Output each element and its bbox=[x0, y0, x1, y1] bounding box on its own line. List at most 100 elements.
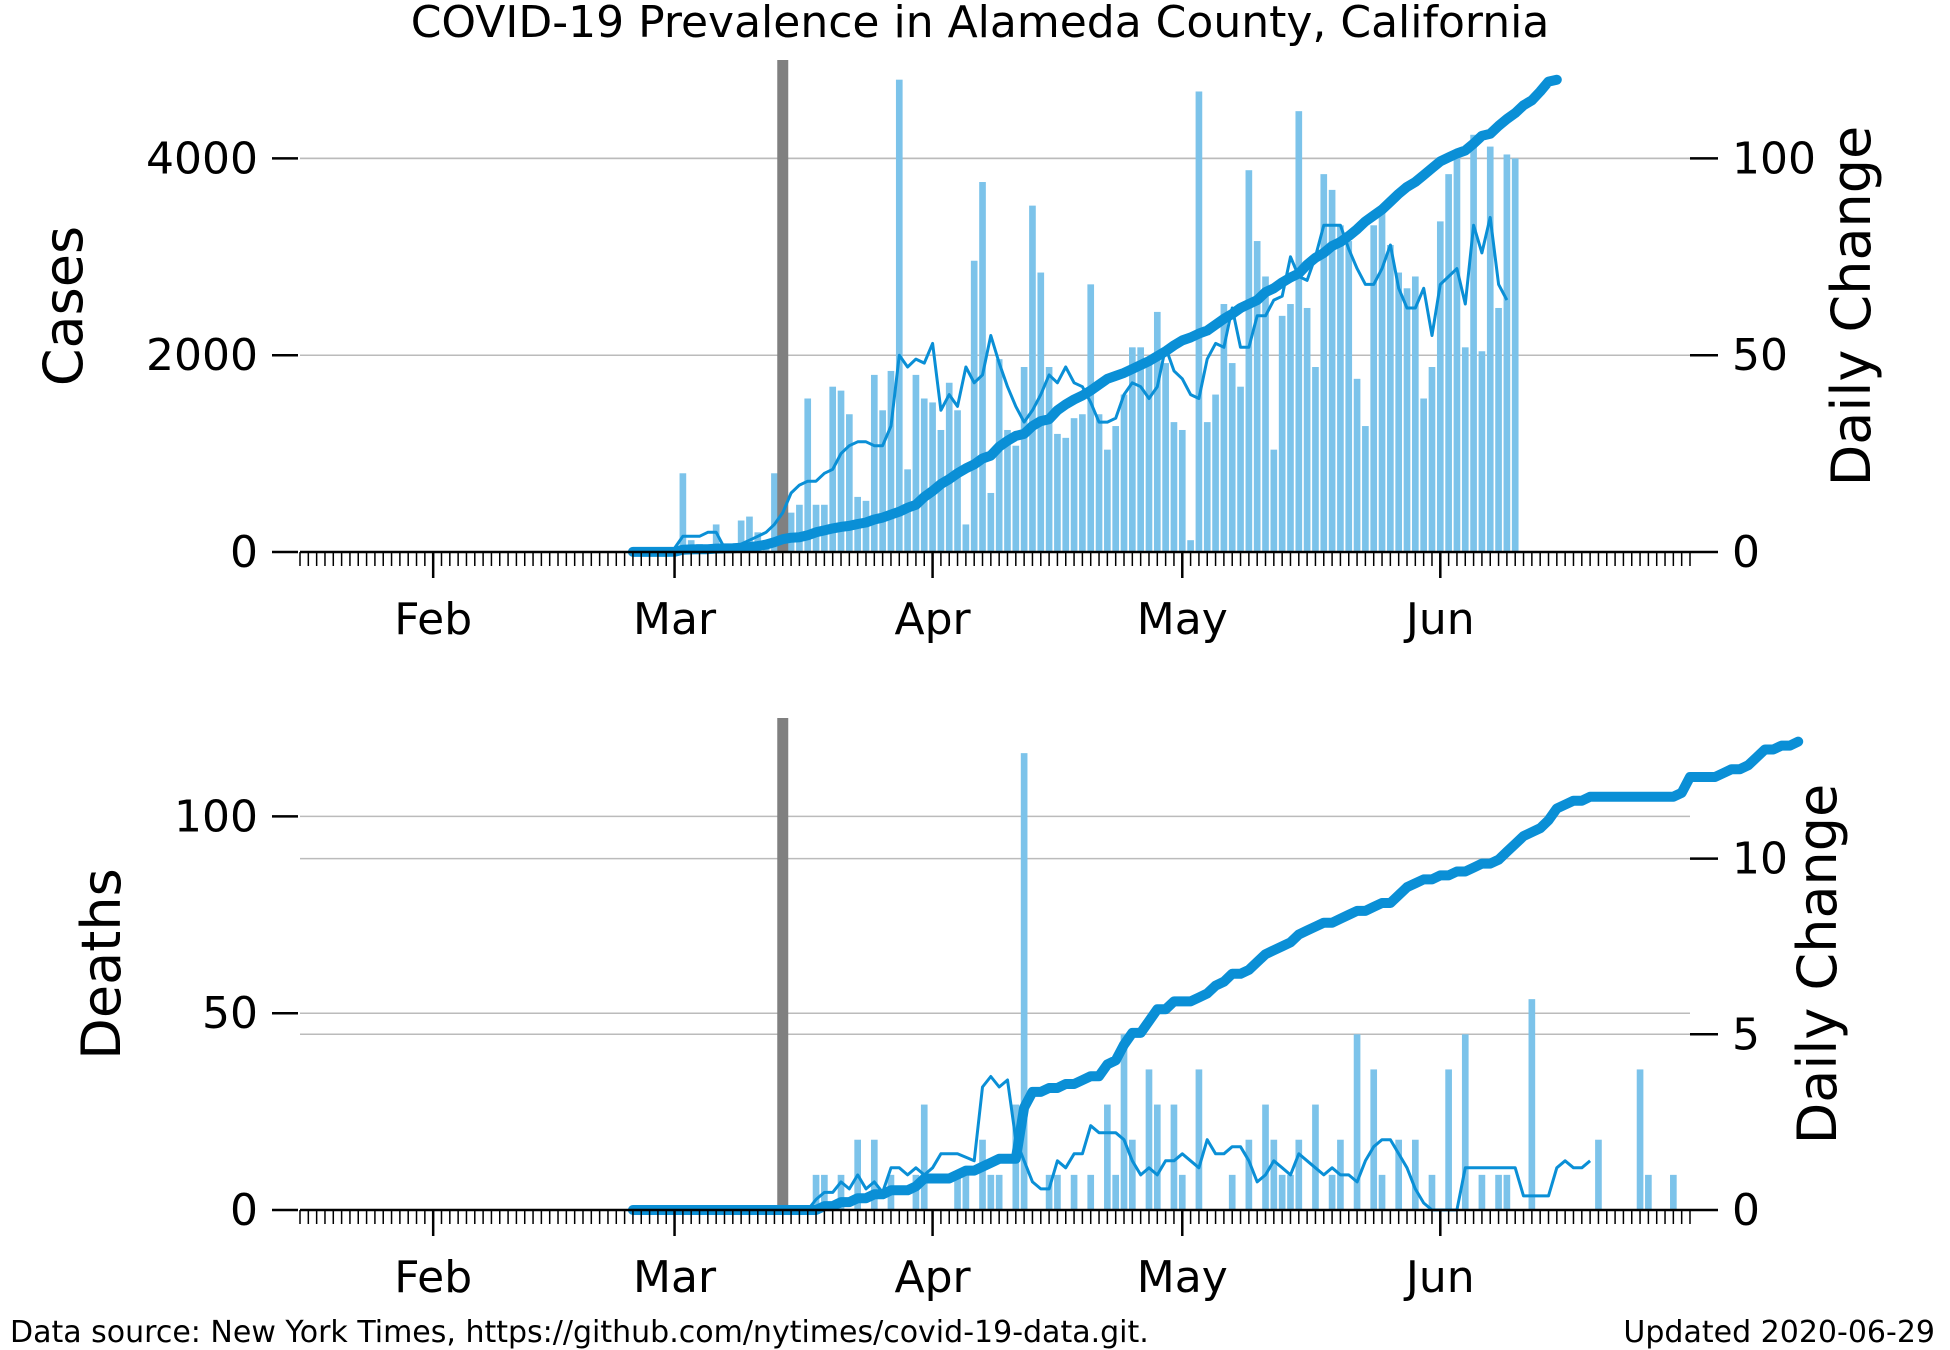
daily-change-bar bbox=[1445, 1069, 1452, 1210]
daily-change-bar bbox=[1511, 158, 1519, 552]
daily-change-bar bbox=[895, 79, 903, 553]
daily-change-bar bbox=[1312, 1104, 1319, 1210]
daily-change-bar bbox=[1395, 1139, 1403, 1210]
daily-change-bar bbox=[870, 1139, 878, 1210]
daily-change-bar bbox=[1062, 437, 1070, 552]
daily-change-bar bbox=[1262, 1104, 1269, 1210]
daily-change-bar bbox=[1495, 1174, 1502, 1210]
daily-change-bar bbox=[837, 390, 845, 552]
x-tick-label: Apr bbox=[895, 1252, 972, 1303]
daily-change-bar bbox=[1012, 445, 1020, 552]
daily-change-bar bbox=[887, 370, 895, 552]
x-tick-label: Feb bbox=[394, 1252, 472, 1303]
daily-change-bar bbox=[746, 516, 753, 552]
daily-change-bar bbox=[846, 414, 853, 552]
daily-change-bar bbox=[1478, 1174, 1486, 1210]
x-tick-label: Feb bbox=[394, 594, 472, 645]
daily-change-bar bbox=[920, 398, 928, 552]
daily-change-bar bbox=[837, 1174, 845, 1210]
daily-change-bar bbox=[1104, 1104, 1111, 1210]
daily-change-bar bbox=[1253, 241, 1261, 552]
daily-change-bar bbox=[1378, 209, 1386, 552]
daily-change-bar bbox=[1145, 1069, 1153, 1210]
daily-change-bar bbox=[1070, 418, 1078, 552]
daily-change-bar bbox=[1461, 1034, 1469, 1210]
daily-change-bar bbox=[1503, 154, 1511, 553]
daily-change-bar bbox=[1112, 1174, 1120, 1210]
daily-change-bar bbox=[1270, 1139, 1278, 1210]
daily-change-bar bbox=[771, 473, 778, 552]
daily-change-bar bbox=[1420, 398, 1427, 552]
x-tick-label: May bbox=[1137, 594, 1228, 645]
daily-change-bar bbox=[1312, 367, 1319, 552]
daily-change-bar bbox=[954, 1174, 961, 1210]
daily-change-bar bbox=[1087, 284, 1095, 552]
daily-change-bar bbox=[1461, 347, 1469, 552]
daily-change-bar bbox=[1495, 307, 1502, 552]
daily-change-bar bbox=[1087, 1174, 1095, 1210]
daily-change-bar bbox=[1395, 272, 1403, 552]
daily-change-bar bbox=[979, 1139, 986, 1210]
daily-change-bar bbox=[1104, 449, 1111, 552]
daily-change-bar bbox=[1079, 414, 1086, 552]
daily-change-bar bbox=[929, 402, 936, 552]
daily-change-bar bbox=[995, 359, 1003, 552]
daily-change-bar bbox=[1303, 307, 1311, 552]
daily-change-bar bbox=[954, 410, 961, 552]
daily-change-bar bbox=[995, 1174, 1003, 1210]
daily-change-bar bbox=[1228, 363, 1236, 552]
daily-change-bar bbox=[1020, 753, 1028, 1210]
cumulative-line bbox=[627, 736, 1804, 1215]
y-right-tick-label: 10 bbox=[1732, 834, 1788, 885]
daily-change-bar bbox=[1470, 134, 1477, 552]
daily-change-bar bbox=[1453, 150, 1461, 552]
daily-change-bar bbox=[945, 382, 953, 552]
y-right-tick-label: 0 bbox=[1732, 1185, 1760, 1236]
y-left-axis-title: Cases bbox=[32, 226, 95, 386]
daily-change-bar bbox=[1212, 394, 1219, 552]
x-tick-label: Apr bbox=[895, 594, 972, 645]
daily-change-bar bbox=[1245, 170, 1253, 552]
y-right-axis-title: Daily Change bbox=[1820, 126, 1883, 487]
daily-change-bar bbox=[1037, 272, 1045, 552]
daily-change-bar bbox=[1029, 205, 1036, 552]
daily-change-bar bbox=[1503, 1174, 1511, 1210]
daily-change-bar bbox=[1203, 422, 1211, 552]
daily-change-bar bbox=[1370, 225, 1378, 552]
daily-change-bar bbox=[1278, 315, 1286, 552]
daily-change-bar bbox=[879, 410, 886, 552]
daily-change-bar bbox=[1362, 426, 1369, 552]
daily-change-bar bbox=[1428, 367, 1436, 552]
daily-change-bar bbox=[1245, 1139, 1253, 1210]
daily-change-bar bbox=[1328, 1174, 1336, 1210]
daily-change-bar bbox=[1237, 386, 1244, 552]
y-left-tick-label: 100 bbox=[174, 791, 258, 842]
daily-change-bar bbox=[1153, 311, 1161, 552]
daily-change-bar bbox=[970, 260, 978, 552]
daily-change-bar bbox=[1528, 999, 1536, 1210]
daily-change-bar bbox=[737, 520, 745, 552]
deaths-panel: Feb Mar Apr May Jun 0 50 100 0 5 10 Deaths Daily Cha… bbox=[70, 718, 1849, 1303]
y-right-tick-label: 5 bbox=[1732, 1009, 1760, 1060]
daily-change-bar bbox=[1287, 1174, 1294, 1210]
daily-change-bar bbox=[1170, 1104, 1178, 1210]
daily-change-bar bbox=[1129, 1139, 1136, 1210]
daily-change-bar bbox=[1120, 394, 1128, 552]
daily-change-bar bbox=[1045, 367, 1053, 552]
daily-change-bar bbox=[1328, 189, 1336, 552]
daily-change-bar bbox=[962, 1174, 970, 1210]
daily-change-bar bbox=[1353, 1034, 1361, 1210]
daily-change-bar bbox=[1187, 540, 1194, 552]
daily-change-bar bbox=[1270, 449, 1278, 552]
daily-change-bar bbox=[1295, 1139, 1303, 1210]
daily-change-bar bbox=[1595, 1139, 1602, 1210]
y-right-axis-title: Daily Change bbox=[1786, 784, 1849, 1145]
daily-change-bar bbox=[1262, 276, 1269, 552]
daily-change-bar bbox=[912, 374, 920, 552]
daily-change-bar bbox=[987, 492, 995, 552]
daily-change-bar bbox=[1345, 241, 1353, 552]
daily-change-bar bbox=[1195, 91, 1203, 552]
daily-change-bar bbox=[1412, 276, 1419, 552]
daily-change-bar bbox=[1170, 422, 1178, 552]
